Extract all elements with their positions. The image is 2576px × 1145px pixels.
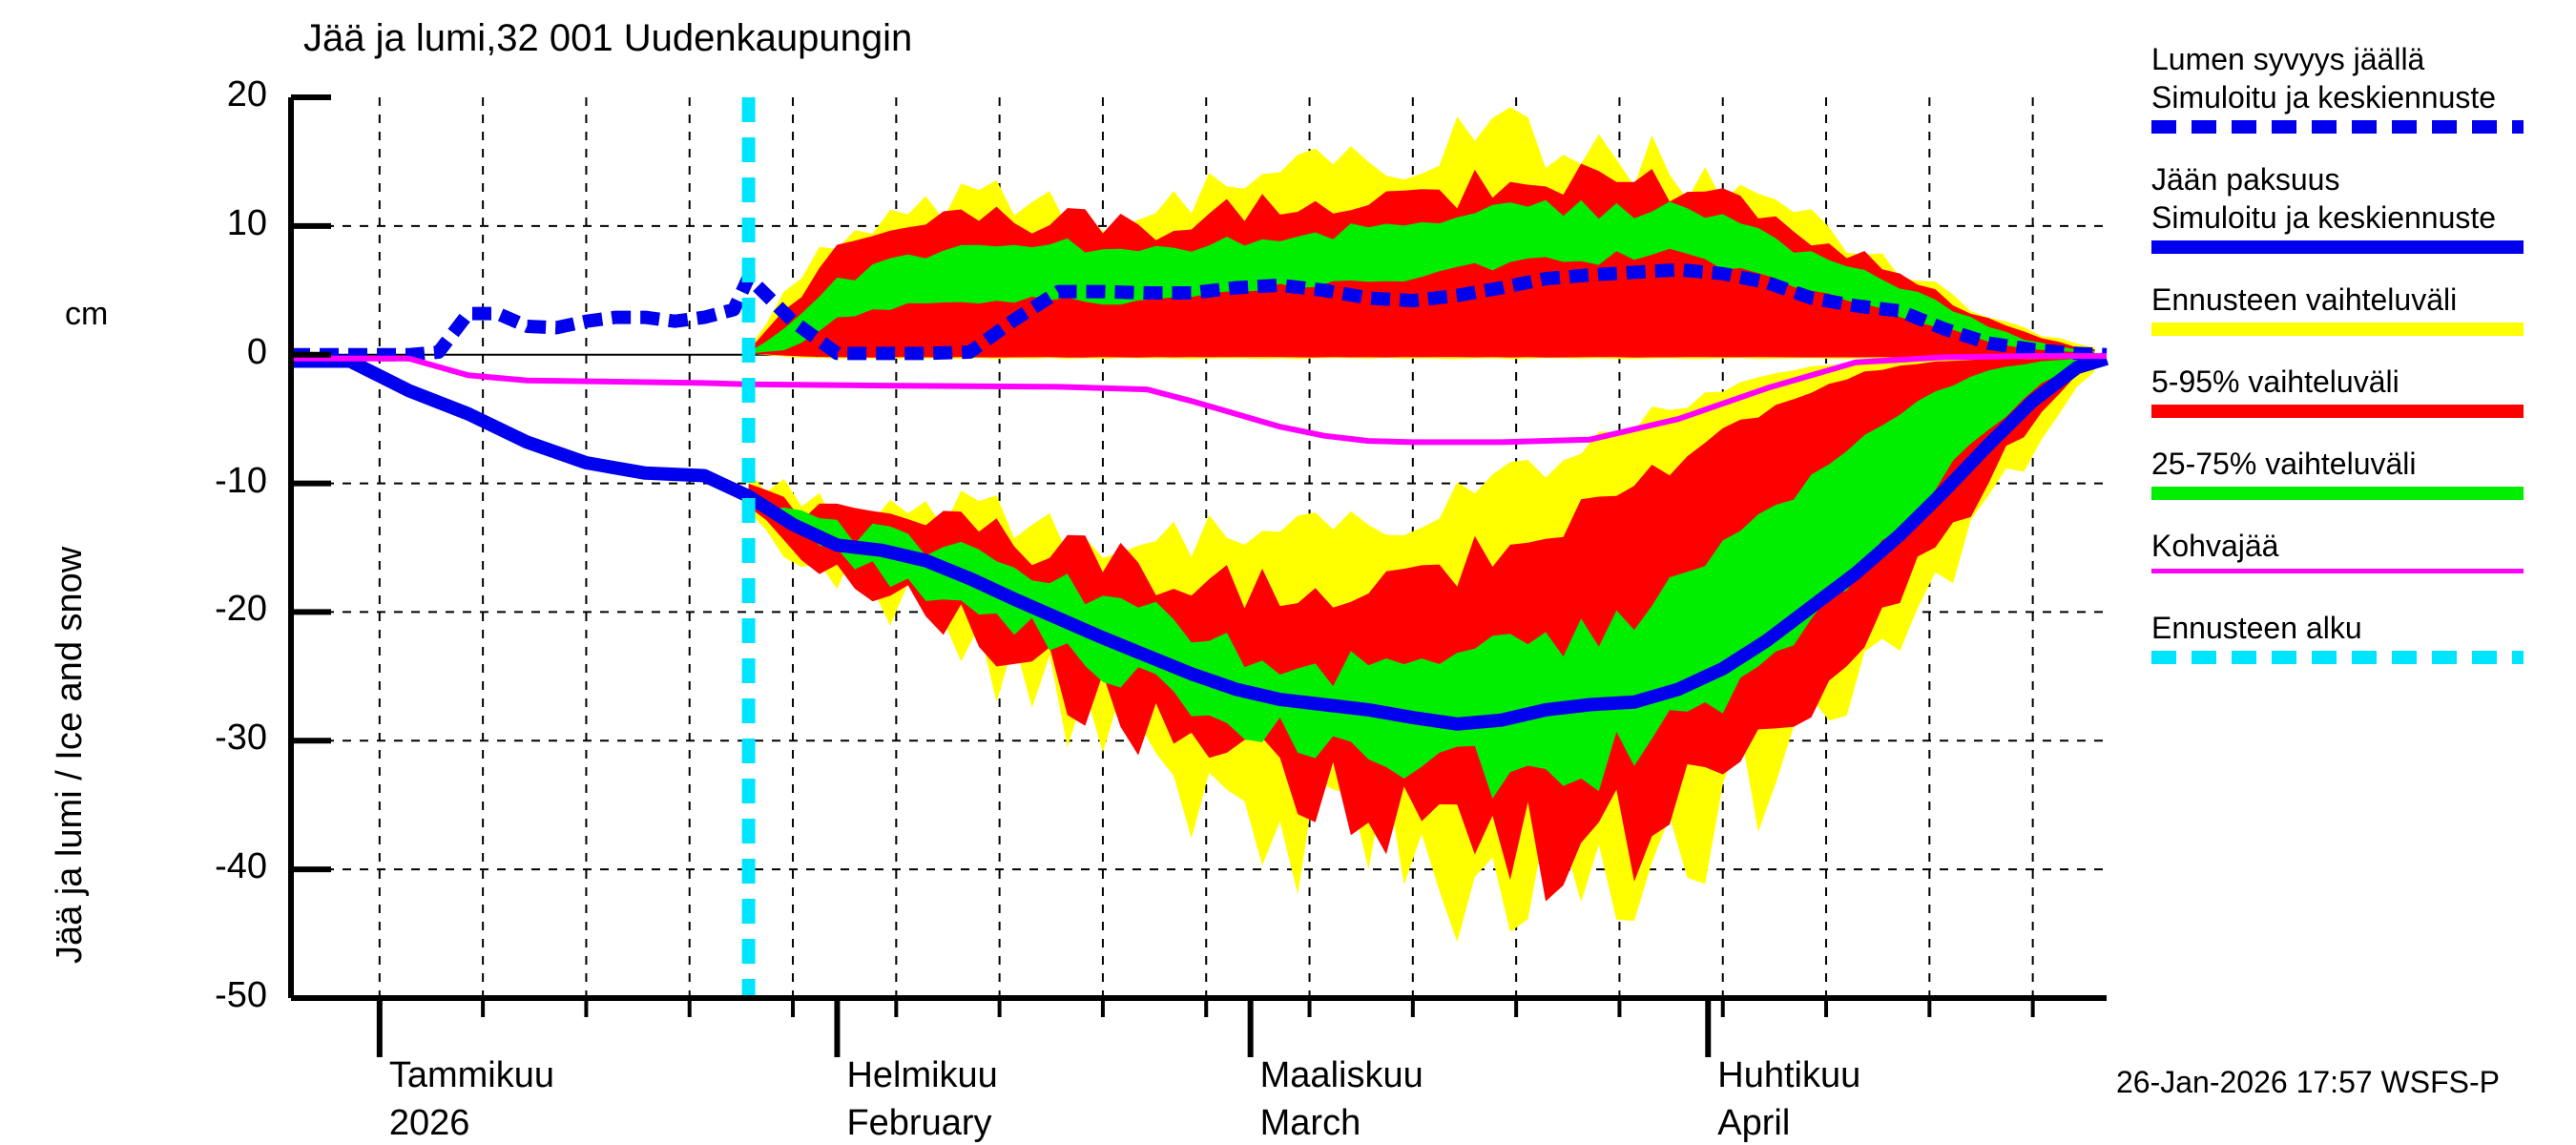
x-axis-label-en: 2026 — [388, 1103, 470, 1143]
series-line-0 — [291, 262, 2108, 362]
legend-swatch-4 — [2151, 487, 2524, 500]
legend-sublabel-0: Simuloitu ja keskiennuste — [2151, 80, 2497, 114]
y-tick-label: 10 — [226, 202, 267, 243]
legend-label-1: Jään paksuus — [2151, 162, 2340, 197]
ice-band-5-95 — [748, 356, 2095, 902]
legend-swatch-0 — [2151, 120, 2524, 134]
page-title: Jää ja lumi,32 001 Uudenkaupungin — [303, 17, 913, 59]
x-axis-label-en: February — [846, 1103, 992, 1143]
y-tick-label: -40 — [215, 846, 267, 887]
y-tick-label: 20 — [226, 74, 267, 114]
series-line-2 — [291, 353, 2107, 446]
legend-label-4: 25-75% vaihteluväli — [2151, 447, 2417, 481]
legend-swatch-2 — [2151, 323, 2524, 336]
y-tick-label: 0 — [246, 331, 267, 372]
legend-label-2: Ennusteen vaihteluväli — [2151, 282, 2458, 317]
legend-sublabel-1: Simuloitu ja keskiennuste — [2151, 200, 2497, 235]
legend-swatch-1 — [2151, 240, 2524, 254]
x-axis-label-fi: Huhtikuu — [1717, 1055, 1861, 1095]
legend-label-6: Ennusteen alku — [2151, 611, 2362, 645]
legend-swatch-5 — [2151, 569, 2524, 573]
x-axis-label-fi: Tammikuu — [388, 1055, 554, 1095]
x-axis-label-en: April — [1717, 1103, 1791, 1143]
legend-swatch-3 — [2151, 405, 2524, 418]
x-axis-label-en: March — [1259, 1103, 1361, 1143]
timestamp-label: 26-Jan-2026 17:57 WSFS-P — [2116, 1065, 2500, 1099]
series-line-1 — [291, 352, 2109, 731]
y-axis-unit-label: cm — [65, 296, 109, 332]
y-tick-label: -30 — [215, 718, 267, 759]
legend-label-0: Lumen syvyys jäällä — [2151, 42, 2425, 76]
y-tick-label: -50 — [215, 975, 267, 1015]
legend-swatch-6 — [2151, 651, 2524, 664]
x-axis-label-fi: Maaliskuu — [1259, 1055, 1423, 1095]
legend-label-5: Kohvajää — [2151, 529, 2279, 563]
x-axis-label-fi: Helmikuu — [846, 1055, 998, 1095]
snow-band-25-75 — [748, 199, 2095, 354]
ice-band-25-75 — [748, 357, 2095, 799]
legend-label-3: 5-95% vaihteluväli — [2151, 364, 2399, 399]
y-tick-label: -10 — [215, 460, 267, 501]
y-tick-label: -20 — [215, 589, 267, 630]
